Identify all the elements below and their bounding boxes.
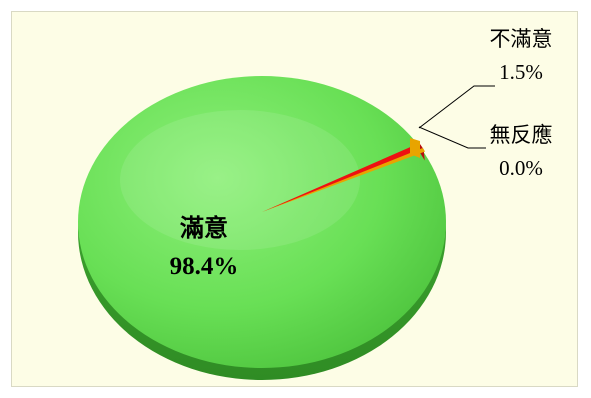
label-no-response: 無反應 xyxy=(490,123,553,147)
slice-no-response-edge xyxy=(410,138,420,158)
leader-line-no-response xyxy=(418,126,486,149)
value-no-response: 0.0% xyxy=(499,156,543,180)
leader-line-dissatisfied xyxy=(418,85,495,129)
label-dissatisfied: 不滿意 xyxy=(490,27,553,51)
label-satisfied: 滿意 xyxy=(180,214,228,242)
pie-highlight xyxy=(120,110,360,250)
value-dissatisfied: 1.5% xyxy=(499,60,543,84)
slice-no-response xyxy=(262,148,426,212)
value-satisfied: 98.4% xyxy=(170,253,239,280)
slice-satisfied xyxy=(78,76,446,368)
slice-dissatisfied xyxy=(262,143,424,212)
